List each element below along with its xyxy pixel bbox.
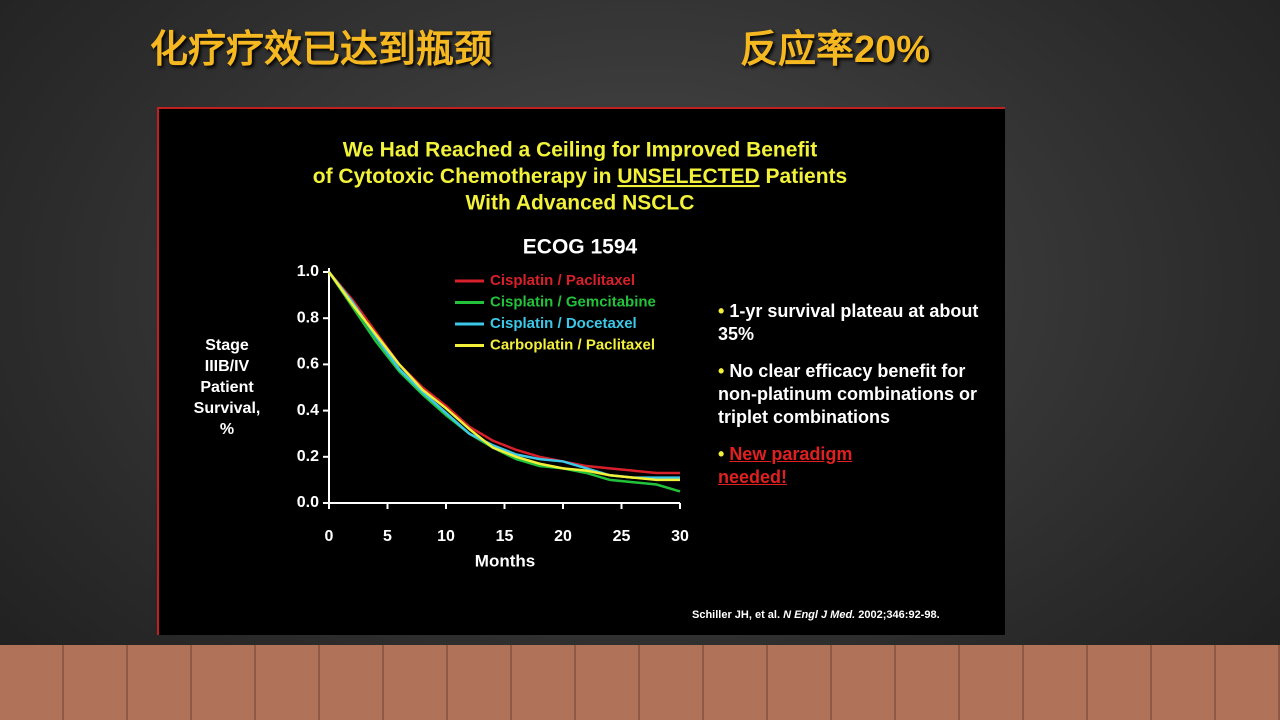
chart-subtitle: ECOG 1594	[523, 236, 638, 259]
chart-image	[157, 107, 1005, 635]
annotation: 1-yr survival plateau at about 35%	[718, 301, 979, 344]
x-tick-label: 0	[325, 528, 334, 545]
annotation: New paradigm needed!	[718, 444, 853, 487]
citation-part: 2002;346:92-98.	[858, 609, 940, 621]
citation-part: N Engl J Med.	[783, 609, 856, 621]
y-axis-label: %	[220, 421, 234, 438]
y-tick-label: 1.0	[297, 263, 319, 280]
annotation: No clear efficacy benefit for non-platin…	[718, 361, 977, 427]
citation: Schiller JH, et al. N Engl J Med. 2002;3…	[692, 609, 940, 621]
title-part: UNSELECTED	[617, 165, 759, 188]
floor	[0, 645, 1280, 720]
y-axis-label: IIIB/IV	[205, 358, 250, 375]
chart-title: of Cytotoxic Chemotherapy in UNSELECTED …	[313, 165, 847, 188]
x-tick-label: 20	[554, 528, 572, 545]
legend-label: Cisplatin / Docetaxel	[490, 315, 637, 332]
x-tick-label: 5	[383, 528, 392, 545]
title-part: Patients	[766, 165, 848, 188]
survival-line	[327, 271, 680, 482]
bullet: • No clear efficacy benefit for non-plat…	[718, 361, 977, 427]
bullet: • 1-yr survival plateau at about 35%	[718, 301, 979, 344]
annotations: • 1-yr survival plateau at about 35% • N…	[718, 300, 1003, 503]
x-tick-label: 10	[437, 528, 455, 545]
y-axis-label: Stage	[205, 337, 249, 354]
y-tick-label: 0.6	[297, 356, 319, 373]
citation-part: Schiller JH, et al.	[692, 609, 781, 621]
legend-label: Cisplatin / Paclitaxel	[490, 272, 635, 289]
y-tick-label: 0.4	[297, 402, 319, 419]
headline: 化疗疗效已达到瓶颈	[150, 29, 493, 71]
legend-label: Cisplatin / Gemcitabine	[490, 293, 656, 310]
chart-title: With Advanced NSCLC	[466, 192, 695, 215]
chart-title: We Had Reached a Ceiling for Improved Be…	[343, 139, 818, 162]
bullet: • New paradigm needed!	[718, 444, 853, 487]
y-axis-label: Survival,	[194, 400, 261, 417]
x-axis-label: Months	[475, 551, 535, 570]
y-tick-label: 0.2	[297, 448, 319, 465]
x-tick-label: 15	[496, 528, 514, 545]
y-tick-label: 0.8	[297, 309, 319, 326]
x-tick-label: 25	[613, 528, 631, 545]
y-axis-label: Patient	[200, 379, 254, 396]
headline-right: 反应率20%	[740, 29, 931, 71]
title-part: of Cytotoxic Chemotherapy in	[313, 165, 612, 188]
y-tick-label: 0.0	[297, 494, 319, 511]
legend-label: Carboplatin / Paclitaxel	[490, 336, 655, 353]
x-tick-label: 30	[671, 528, 689, 545]
